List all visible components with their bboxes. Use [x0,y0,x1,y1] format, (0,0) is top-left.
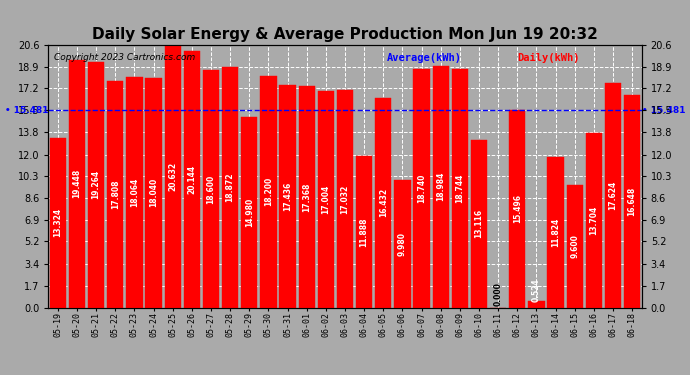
Text: 20.144: 20.144 [188,165,197,194]
Text: 20.632: 20.632 [168,162,177,190]
Text: 9.600: 9.600 [570,234,579,258]
Bar [241,117,257,308]
Text: 16.432: 16.432 [379,188,388,218]
Text: 17.808: 17.808 [111,179,120,209]
Bar [69,60,85,308]
Bar [222,67,238,308]
Bar [529,301,544,307]
Text: 9.980: 9.980 [398,232,407,256]
Bar [375,98,391,308]
Bar [566,185,583,308]
Text: 0.524: 0.524 [532,279,541,302]
Text: 19.448: 19.448 [72,169,81,198]
Text: 13.116: 13.116 [475,209,484,238]
Text: 18.040: 18.040 [149,178,158,207]
Bar [433,66,449,308]
Bar [452,69,468,308]
Text: 18.984: 18.984 [436,172,445,201]
Bar [605,83,621,308]
Text: 17.624: 17.624 [609,181,618,210]
Bar [184,51,200,308]
Text: 18.600: 18.600 [206,174,215,204]
Bar [165,45,181,308]
Bar [126,77,143,308]
Text: 18.200: 18.200 [264,177,273,206]
Bar [413,69,430,308]
Bar [509,110,525,308]
Text: 11.824: 11.824 [551,217,560,247]
Text: Daily(kWh): Daily(kWh) [517,53,580,63]
Title: Daily Solar Energy & Average Production Mon Jun 19 20:32: Daily Solar Energy & Average Production … [92,27,598,42]
Bar [146,78,161,308]
Text: 13.324: 13.324 [53,208,62,237]
Text: 17.436: 17.436 [283,182,292,211]
Text: 14.980: 14.980 [245,197,254,226]
Text: • 15.481: • 15.481 [5,106,48,115]
Text: Copyright 2023 Cartronics.com: Copyright 2023 Cartronics.com [55,53,195,62]
Text: 18.744: 18.744 [455,173,464,203]
Bar [337,90,353,308]
Bar [547,157,564,308]
Text: 16.648: 16.648 [628,187,637,216]
Text: 17.004: 17.004 [322,184,331,214]
Bar [356,156,373,308]
Text: 17.368: 17.368 [302,182,311,212]
Bar [50,138,66,308]
Bar [107,81,124,308]
Text: 11.888: 11.888 [359,217,368,246]
Text: 17.032: 17.032 [340,184,350,214]
Text: 19.264: 19.264 [92,170,101,200]
Bar [394,180,411,308]
Text: 0.000: 0.000 [493,282,502,306]
Bar [279,86,296,308]
Bar [203,70,219,308]
Bar [299,86,315,308]
Text: 18.064: 18.064 [130,178,139,207]
Text: 18.740: 18.740 [417,173,426,203]
Text: 13.704: 13.704 [589,206,598,235]
Bar [88,62,104,308]
Bar [586,133,602,308]
Text: • 15.481: • 15.481 [642,106,685,115]
Bar [260,76,277,307]
Bar [471,140,487,308]
Text: 15.496: 15.496 [513,194,522,223]
Text: 18.872: 18.872 [226,172,235,202]
Bar [624,95,640,308]
Bar [317,91,334,308]
Text: Average(kWh): Average(kWh) [386,53,462,63]
